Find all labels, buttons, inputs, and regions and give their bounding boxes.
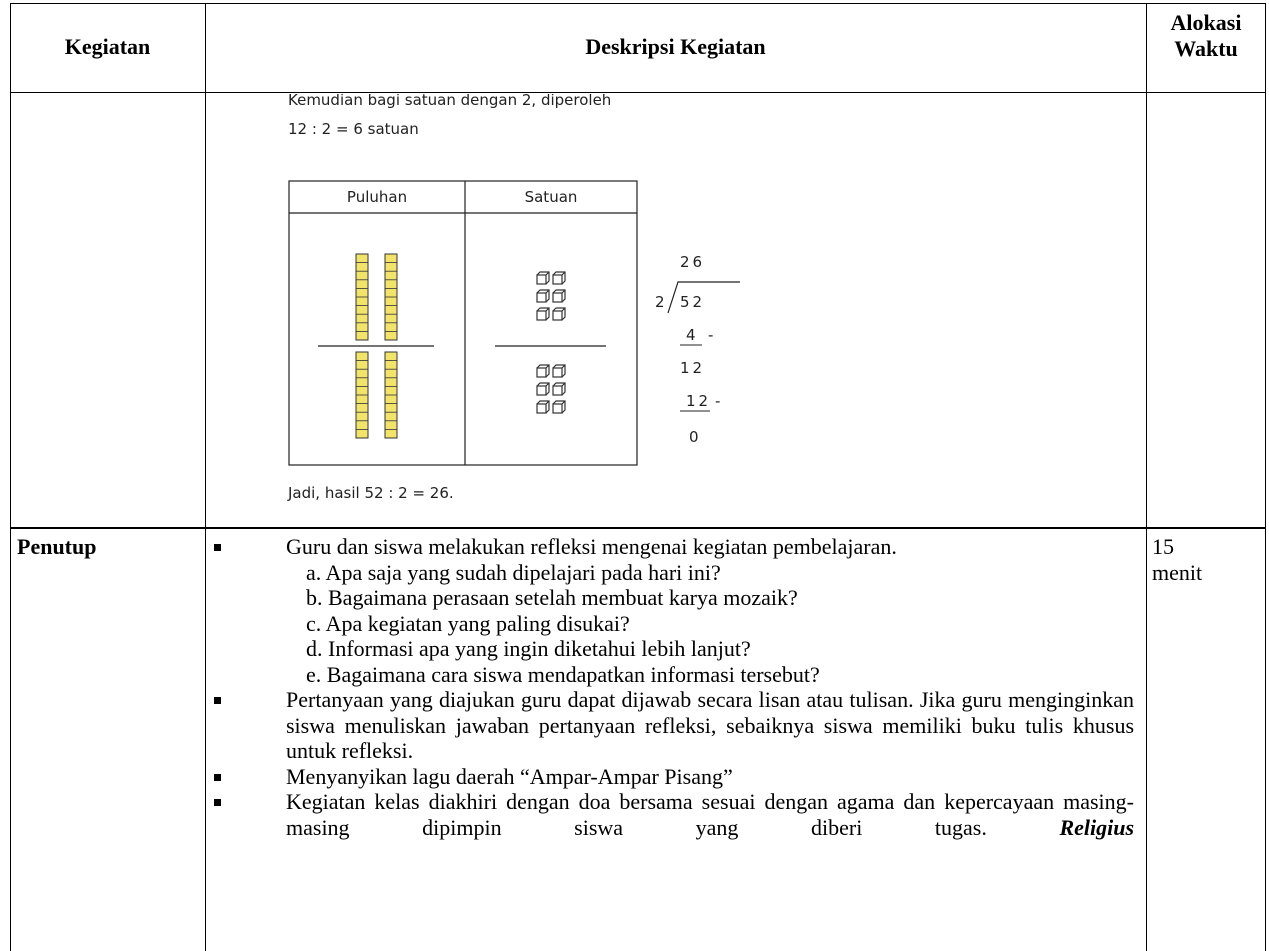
block — [536, 289, 550, 303]
block — [552, 271, 566, 285]
block — [552, 307, 566, 321]
block — [536, 310, 547, 321]
block — [536, 400, 550, 414]
block — [552, 292, 563, 303]
divisor: 2 — [655, 293, 665, 311]
closing-activity: Penutup — [17, 534, 97, 559]
border — [10, 3, 11, 951]
bullet — [214, 697, 221, 704]
conclusion: Jadi, hasil 52 : 2 = 26. — [287, 484, 454, 502]
column-header: Puluhan — [347, 188, 407, 206]
bullet — [214, 774, 221, 781]
border — [205, 3, 206, 951]
block — [552, 289, 566, 303]
border — [10, 92, 1266, 93]
illustration: Kemudian bagi satuan dengan 2, diperoleh… — [287, 94, 740, 502]
block — [552, 364, 566, 378]
block — [536, 274, 547, 285]
minus: - — [708, 326, 713, 344]
block — [536, 271, 550, 285]
header-description: Deskripsi Kegiatan — [585, 34, 766, 59]
closing-time: menit — [1152, 560, 1203, 585]
subtract: 4 — [686, 326, 696, 344]
border — [10, 527, 1266, 529]
block — [552, 310, 563, 321]
subtract: 12 — [686, 392, 711, 410]
header-activity: Kegiatan — [64, 34, 151, 59]
subitem: b. Bagaimana perasaan setelah membuat ka… — [306, 585, 798, 610]
block — [552, 403, 563, 414]
bullet — [214, 799, 221, 806]
emphasis: Religius — [1059, 814, 1135, 840]
block — [536, 367, 547, 378]
column-header: Satuan — [525, 188, 578, 206]
item-text: Guru dan siswa melakukan refleksi mengen… — [286, 534, 897, 559]
block — [536, 403, 547, 414]
block — [536, 292, 547, 303]
bullet — [214, 544, 221, 551]
division-bracket — [667, 281, 740, 314]
block — [552, 274, 563, 285]
remainder: 0 — [689, 428, 699, 446]
dividend: 52 — [680, 293, 705, 311]
minus: - — [715, 392, 720, 410]
header-time: Alokasi Waktu — [1170, 10, 1242, 61]
item-text: Kegiatan kelas diakhiri dengan doa bersa… — [286, 789, 1134, 840]
block — [552, 385, 563, 396]
item-text: Pertanyaan yang diajukan guru dapat dija… — [286, 687, 1134, 764]
block — [552, 400, 566, 414]
block — [536, 385, 547, 396]
step: 12 : 2 = 6 satuan — [288, 120, 419, 138]
blocks — [355, 253, 566, 439]
closing-time: 15 — [1152, 534, 1174, 559]
place-value-table — [288, 180, 638, 466]
block — [552, 367, 563, 378]
subitem: d. Informasi apa yang ingin diketahui le… — [306, 636, 751, 661]
quotient: 26 — [680, 253, 705, 271]
subitem: c. Apa kegiatan yang paling disukai? — [306, 611, 630, 636]
block — [536, 364, 550, 378]
item-text: Kegiatan kelas diakhiri dengan doa bersa… — [286, 789, 1134, 840]
item-text: Menyanyikan lagu daerah “Ampar-Ampar Pis… — [286, 764, 733, 789]
intro: Kemudian bagi satuan dengan 2, diperoleh — [288, 94, 611, 109]
border — [1265, 3, 1266, 951]
subitem: e. Bagaimana cara siswa mendapatkan info… — [306, 662, 820, 687]
block — [536, 307, 550, 321]
remainder: 12 — [680, 359, 705, 377]
subitem: a. Apa saja yang sudah dipelajari pada h… — [306, 560, 721, 585]
block — [536, 382, 550, 396]
border — [10, 3, 1266, 4]
border — [1146, 3, 1147, 951]
block — [552, 382, 566, 396]
